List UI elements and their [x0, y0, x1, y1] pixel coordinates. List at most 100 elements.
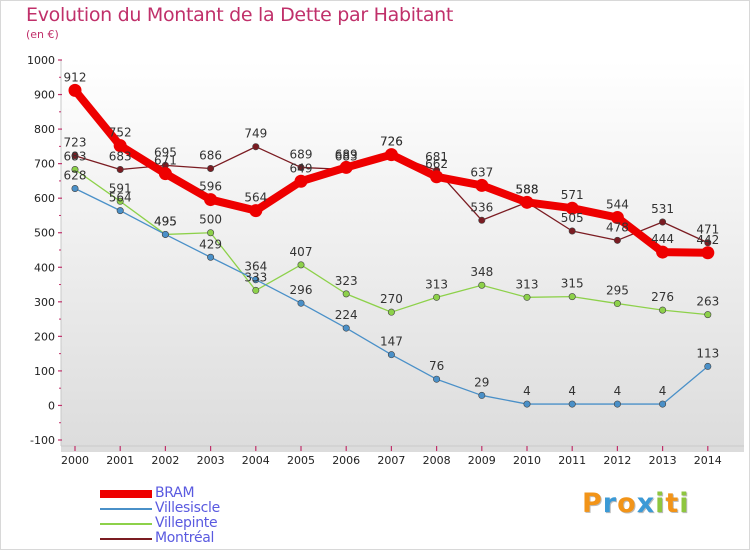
data-point	[297, 261, 305, 269]
legend-item: BRAM	[100, 485, 300, 501]
data-label: 333	[244, 270, 267, 284]
x-tick-label: 2003	[197, 454, 225, 467]
data-label: 407	[290, 245, 313, 259]
data-point	[294, 174, 308, 188]
data-label: 681	[425, 150, 448, 164]
data-label: 500	[199, 213, 222, 227]
data-point	[387, 308, 395, 316]
data-point	[116, 207, 124, 215]
data-point	[613, 400, 621, 408]
unit-label: (en €)	[26, 28, 59, 41]
data-point	[568, 293, 576, 301]
data-label: 689	[335, 147, 358, 161]
data-point	[475, 178, 489, 192]
data-point	[252, 276, 260, 284]
data-label: 4	[568, 384, 576, 398]
data-point	[656, 245, 670, 259]
x-tick-label: 2000	[61, 454, 89, 467]
data-point	[659, 306, 667, 314]
y-tick-label: 0	[48, 399, 55, 412]
data-label: 442	[696, 233, 719, 247]
data-label: 313	[516, 277, 539, 291]
proxiti-logo: Proxiti	[582, 488, 690, 519]
data-label: 4	[614, 384, 622, 398]
data-point	[659, 218, 667, 226]
legend-label: BRAM	[155, 485, 195, 501]
x-tick-label: 2011	[558, 454, 586, 467]
data-label: 686	[199, 148, 222, 162]
data-point	[207, 164, 215, 172]
legend-item: Montréal	[100, 530, 300, 546]
chart-title: Evolution du Montant de la Dette par Hab…	[26, 4, 454, 26]
data-point	[568, 400, 576, 408]
x-tick-label: 2007	[377, 454, 405, 467]
data-label: 591	[109, 181, 132, 195]
data-label: 429	[199, 237, 222, 251]
legend-label: Villepinte	[155, 515, 218, 531]
legend-item: Villepinte	[100, 515, 300, 531]
data-point	[478, 216, 486, 224]
data-point	[204, 193, 218, 207]
x-tick-label: 2010	[513, 454, 541, 467]
y-tick-label: 800	[34, 123, 55, 136]
data-point	[433, 293, 441, 301]
data-label: 544	[606, 198, 629, 212]
data-label: 671	[154, 154, 177, 168]
data-label: 683	[109, 150, 132, 164]
data-point	[116, 166, 124, 174]
legend-swatch	[100, 538, 152, 540]
data-point	[342, 324, 350, 332]
legend-item: Villesiscle	[100, 500, 300, 516]
data-point	[342, 290, 350, 298]
x-tick-label: 2004	[242, 454, 270, 467]
data-label: 689	[290, 147, 313, 161]
x-tick-label: 2009	[468, 454, 496, 467]
data-label: 505	[561, 211, 584, 225]
data-point	[659, 400, 667, 408]
data-point	[252, 286, 260, 294]
data-label: 478	[606, 220, 629, 234]
data-point	[161, 230, 169, 238]
data-label: 147	[380, 335, 403, 349]
data-point	[297, 163, 305, 171]
data-point	[158, 167, 172, 181]
x-tick-label: 2001	[106, 454, 134, 467]
x-tick-label: 2008	[423, 454, 451, 467]
data-label: 313	[425, 277, 448, 291]
plot-background	[61, 60, 744, 452]
data-point	[71, 152, 79, 160]
data-label: 695	[154, 145, 177, 159]
data-label: 536	[470, 200, 493, 214]
data-point	[207, 253, 215, 261]
data-point	[704, 239, 712, 247]
legend-label: Villesiscle	[155, 500, 220, 516]
y-tick-label: 400	[34, 261, 55, 274]
data-label: 628	[64, 169, 87, 183]
data-label: 531	[651, 202, 674, 216]
x-tick-label: 2005	[287, 454, 315, 467]
data-label: 4	[523, 384, 531, 398]
data-label: 683	[64, 150, 87, 164]
data-label: 588	[516, 182, 539, 196]
data-label: 4	[659, 384, 667, 398]
data-label: 564	[109, 191, 132, 205]
data-point	[478, 391, 486, 399]
data-label: 224	[335, 308, 358, 322]
data-point	[565, 201, 579, 215]
data-label: 270	[380, 292, 403, 306]
legend: BRAM Villesiscle Villepinte Montréal	[100, 485, 300, 546]
data-label: 276	[651, 290, 674, 304]
data-label: 588	[516, 182, 539, 196]
legend-swatch	[100, 523, 152, 525]
y-tick-label: 1000	[27, 54, 55, 67]
data-label: 752	[109, 126, 132, 140]
data-label: 323	[335, 274, 358, 288]
y-tick-label: 900	[34, 89, 55, 102]
data-point	[430, 170, 444, 184]
x-tick-label: 2012	[603, 454, 631, 467]
data-label: 683	[335, 150, 358, 164]
data-point	[613, 300, 621, 308]
legend-swatch	[100, 490, 152, 498]
data-point	[704, 362, 712, 370]
data-point	[478, 281, 486, 289]
